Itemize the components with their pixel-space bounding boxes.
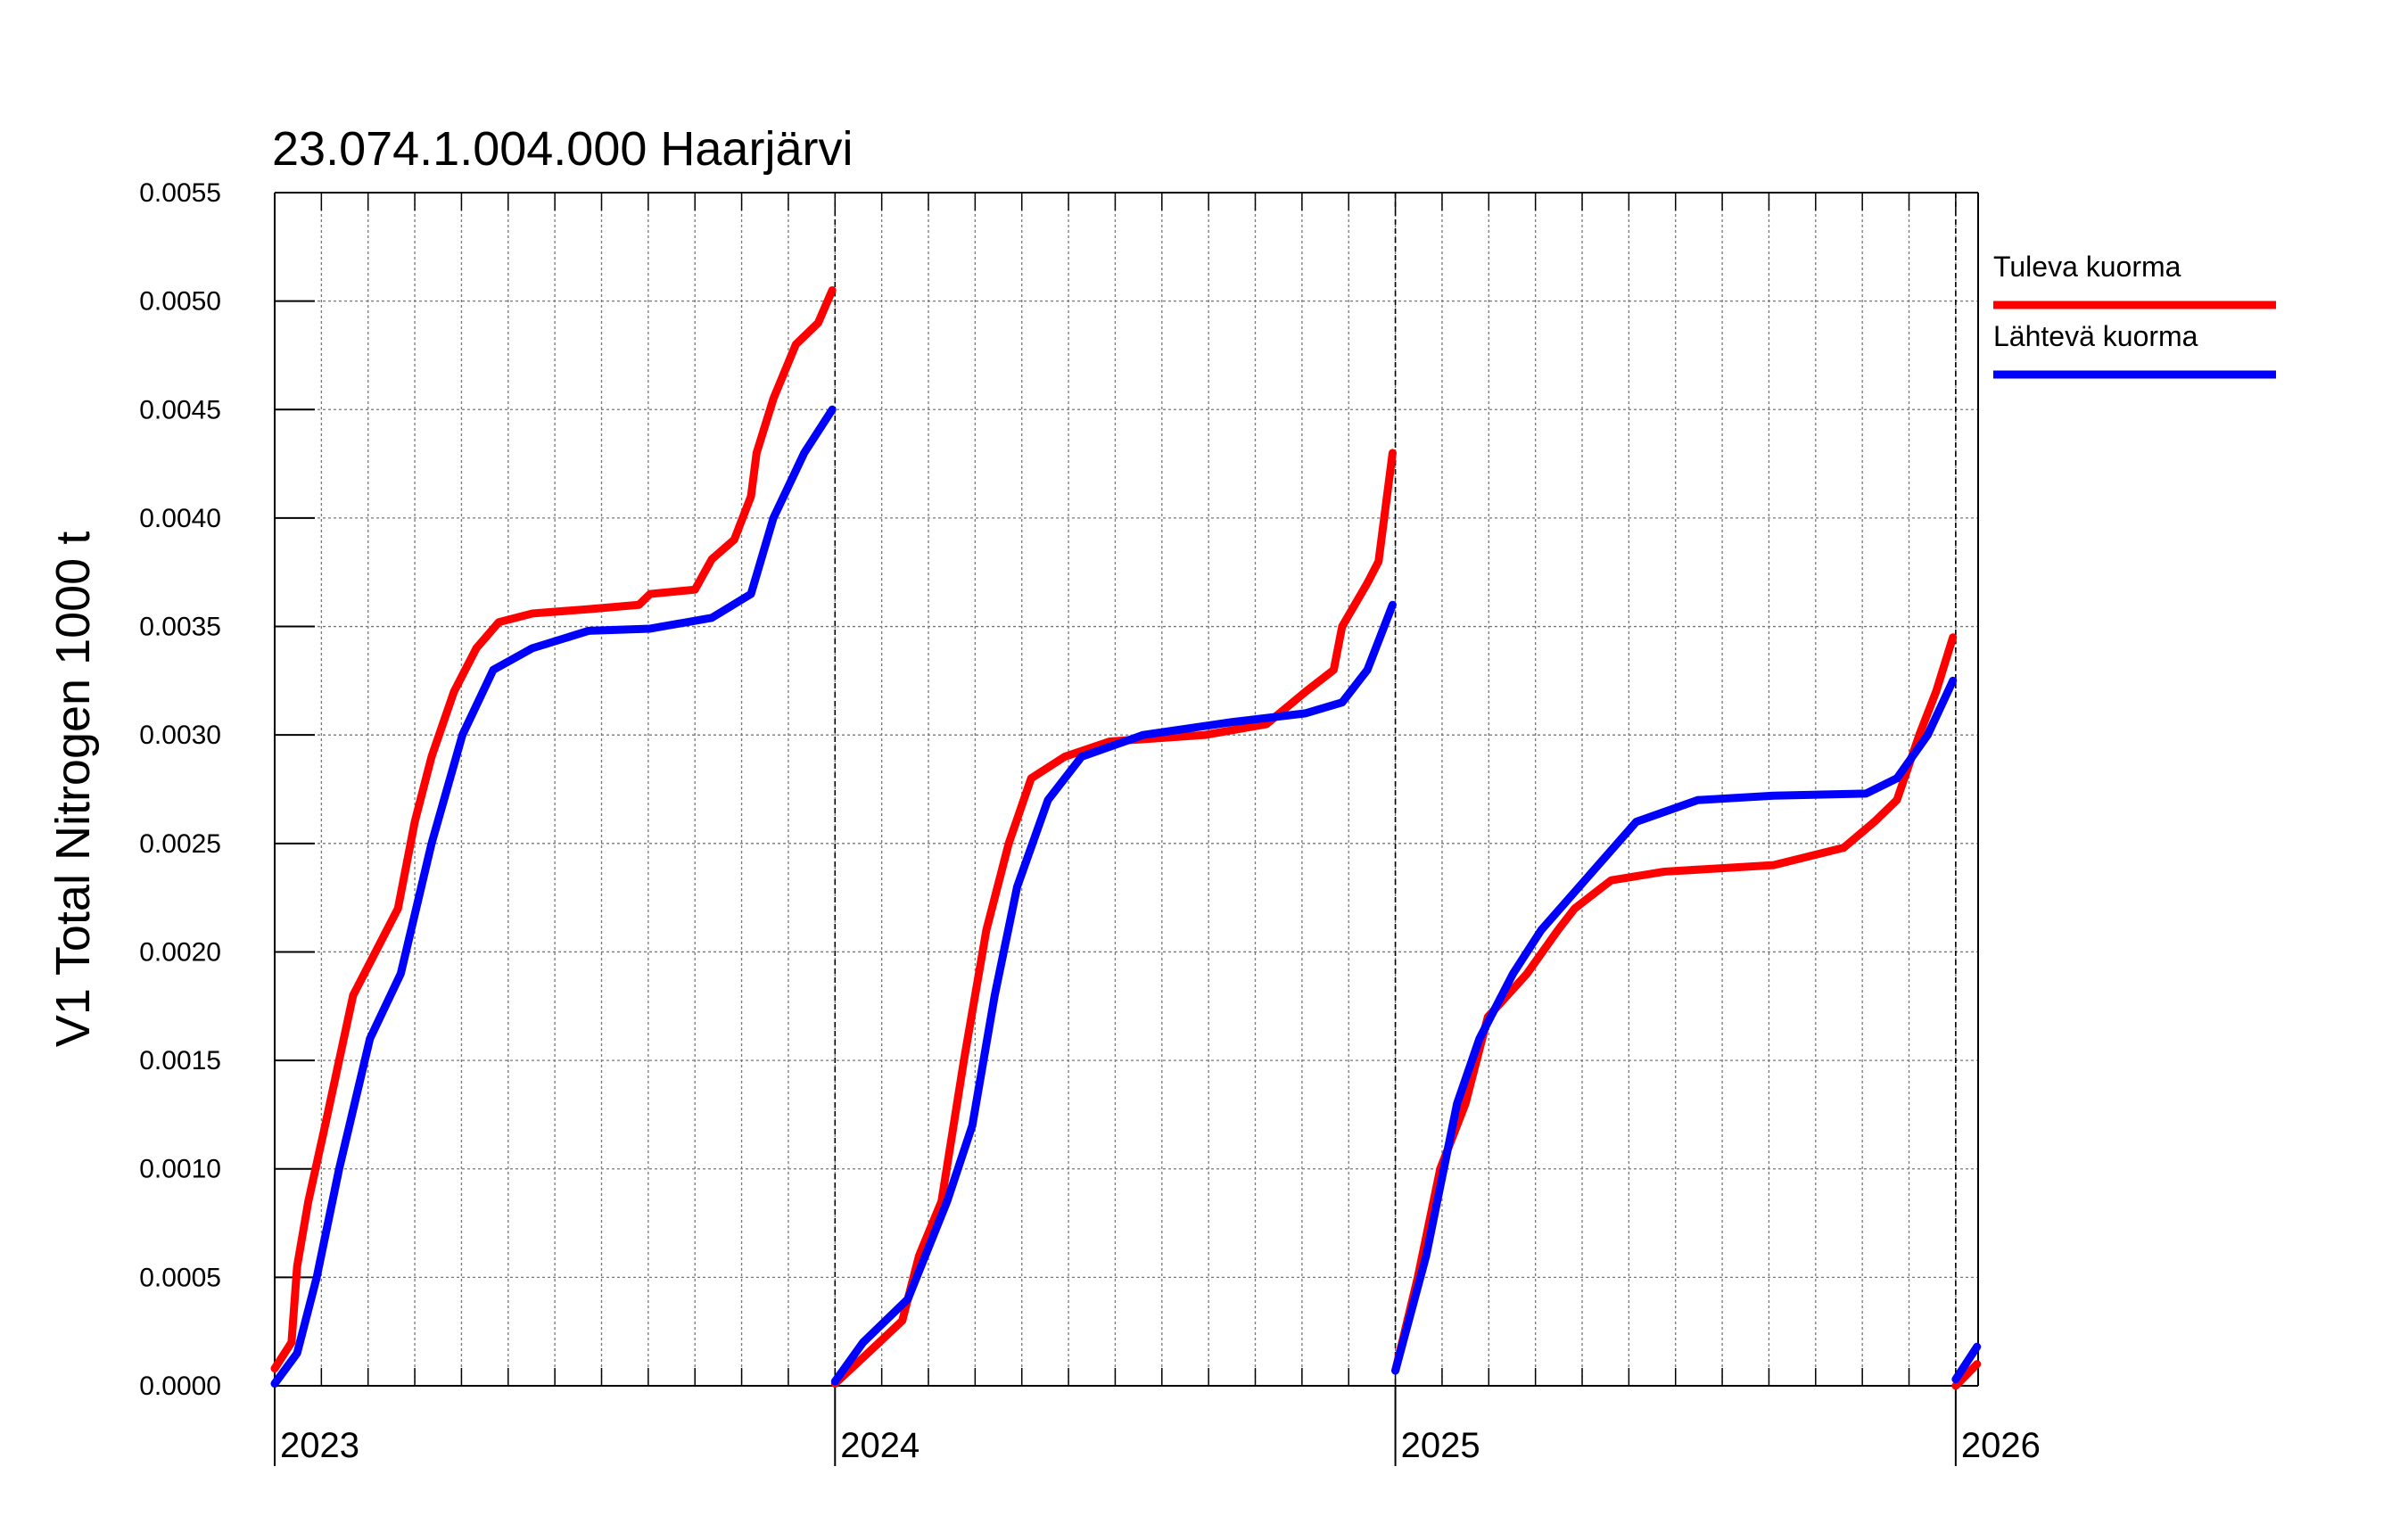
- y-tick-label: 0.0015: [139, 1046, 221, 1075]
- y-tick-label: 0.0045: [139, 395, 221, 424]
- series-line: [270, 285, 1982, 1390]
- y-tick-label: 0.0030: [139, 721, 221, 750]
- y-tick-label: 0.0020: [139, 937, 221, 967]
- y-tick-label: 0.0040: [139, 504, 221, 533]
- y-tick-label: 0.0005: [139, 1263, 221, 1292]
- y-tick-label: 0.0050: [139, 287, 221, 317]
- chart-title: 23.074.1.004.000 Haarjärvi: [272, 122, 853, 176]
- y-axis-label: V1 Total Nitrogen 1000 t: [46, 531, 100, 1047]
- y-tick-label: 0.0055: [139, 178, 221, 208]
- x-tick-label: 2024: [840, 1426, 919, 1465]
- y-tick-label: 0.0000: [139, 1372, 221, 1401]
- x-tick-label: 2025: [1401, 1426, 1480, 1465]
- x-tick-label: 2023: [280, 1426, 359, 1465]
- y-tick-label: 0.0025: [139, 829, 221, 859]
- legend-label: Tuleva kuorma: [1993, 251, 2181, 283]
- y-tick-label: 0.0010: [139, 1155, 221, 1184]
- legend-label: Lähtevä kuorma: [1993, 320, 2198, 352]
- x-tick-label: 2026: [1961, 1426, 2041, 1465]
- y-tick-label: 0.0035: [139, 613, 221, 642]
- series-line: [270, 405, 1982, 1388]
